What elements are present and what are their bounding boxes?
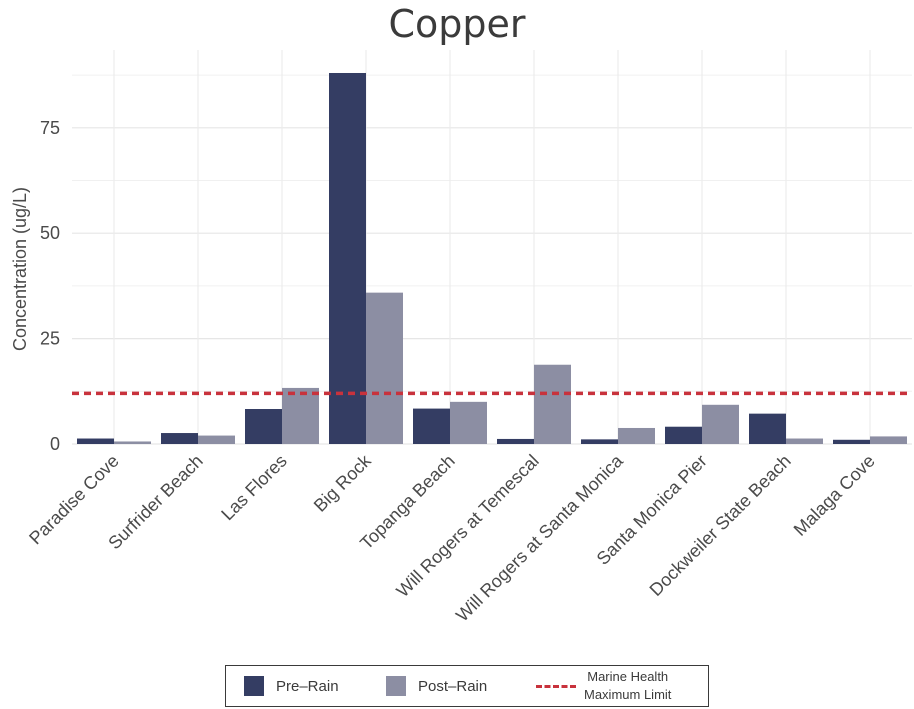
bar-pre-rain bbox=[833, 439, 870, 444]
x-tick-label: Las Flores bbox=[217, 451, 291, 525]
legend-label-limit-line2: Maximum Limit bbox=[584, 687, 672, 702]
bar-pre-rain bbox=[329, 72, 366, 444]
legend-item-limit: Marine Health Maximum Limit bbox=[536, 666, 671, 706]
legend-dashed-line bbox=[536, 684, 576, 688]
y-tick-labels: 0 25 50 75 bbox=[40, 118, 60, 454]
bar-pre-rain bbox=[497, 438, 534, 444]
x-tick-label: Will Rogers at Santa Monica bbox=[452, 450, 627, 625]
bar-post-rain bbox=[114, 441, 151, 444]
legend-swatch-post-rain bbox=[386, 676, 406, 696]
x-tick-label: Malaga Cove bbox=[790, 451, 879, 540]
x-tick-label: Paradise Cove bbox=[25, 451, 123, 549]
bar-post-rain bbox=[786, 438, 823, 444]
y-axis-title: Concentration (ug/L) bbox=[10, 187, 30, 351]
bar-pre-rain bbox=[245, 409, 282, 444]
bar-post-rain bbox=[534, 364, 571, 444]
bar-post-rain bbox=[282, 387, 319, 444]
x-tick-label: Dockweiler State Beach bbox=[646, 451, 795, 600]
legend: Pre–Rain Post–Rain Marine Health Maximum… bbox=[225, 665, 709, 707]
y-tick-label: 0 bbox=[50, 434, 60, 454]
legend-item-pre-rain: Pre–Rain bbox=[244, 666, 339, 706]
legend-label-limit-line1: Marine Health bbox=[587, 669, 669, 684]
bar-pre-rain bbox=[77, 438, 114, 444]
bar-pre-rain bbox=[749, 413, 786, 444]
legend-label-pre-rain: Pre–Rain bbox=[276, 677, 339, 695]
x-tick-label: Big Rock bbox=[310, 450, 376, 516]
legend-swatch-pre-rain bbox=[244, 676, 264, 696]
legend-item-post-rain: Post–Rain bbox=[386, 666, 487, 706]
bar-post-rain bbox=[450, 401, 487, 444]
bar-post-rain bbox=[366, 292, 403, 444]
y-tick-label: 50 bbox=[40, 223, 60, 243]
legend-label-limit: Marine Health Maximum Limit bbox=[584, 668, 671, 704]
y-tick-label: 25 bbox=[40, 329, 60, 349]
bars-layer bbox=[77, 72, 907, 444]
bar-post-rain bbox=[198, 435, 235, 444]
legend-label-post-rain: Post–Rain bbox=[418, 677, 488, 695]
bar-pre-rain bbox=[665, 426, 702, 444]
bar-post-rain bbox=[870, 436, 907, 444]
grid-layer bbox=[72, 50, 912, 445]
y-tick-label: 75 bbox=[40, 118, 60, 138]
bar-pre-rain bbox=[413, 408, 450, 444]
x-tick-label: Will Rogers at Temescal bbox=[392, 451, 542, 601]
bar-post-rain bbox=[702, 404, 739, 444]
chart-title: Copper bbox=[388, 2, 526, 46]
bar-pre-rain bbox=[161, 433, 198, 444]
bar-post-rain bbox=[618, 427, 655, 444]
bar-pre-rain bbox=[581, 439, 618, 444]
